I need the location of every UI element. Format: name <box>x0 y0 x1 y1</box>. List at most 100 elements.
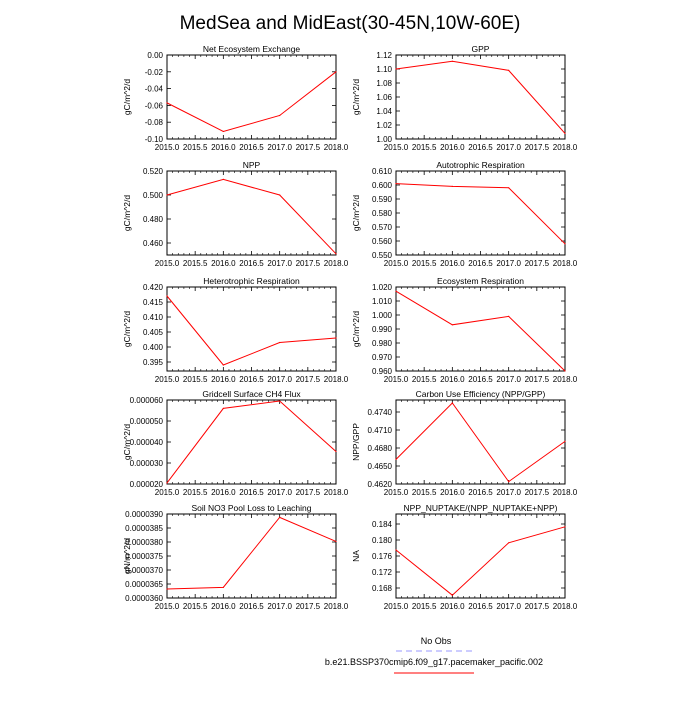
series-line <box>166 178 337 255</box>
x-tick-label: 2015.5 <box>183 143 208 152</box>
y-axis-label: gC/m^2/d <box>122 311 132 347</box>
y-tick-label: 0.000020 <box>130 480 164 489</box>
x-tick-label: 2015.0 <box>155 488 180 497</box>
plot-frame <box>166 170 337 256</box>
y-tick-label: 0.0000365 <box>125 580 163 589</box>
x-tick-label: 2017.0 <box>496 259 521 268</box>
y-tick-label: 1.04 <box>376 107 392 116</box>
x-tick-label: 2017.0 <box>267 259 292 268</box>
data-point <box>166 482 168 484</box>
y-tick-label: -0.02 <box>145 68 164 77</box>
x-tick-label: 2017.0 <box>496 143 521 152</box>
y-tick-label: 0.0000385 <box>125 524 163 533</box>
data-point <box>508 69 510 71</box>
series-line <box>166 71 337 132</box>
y-tick-label: 0.460 <box>143 239 164 248</box>
y-tick-label: 1.08 <box>376 79 392 88</box>
y-tick-label: 0.172 <box>372 568 393 577</box>
x-tick-label: 2016.5 <box>239 488 264 497</box>
plot-frame <box>166 54 337 140</box>
data-point <box>335 540 337 543</box>
plot-frame <box>166 513 337 599</box>
y-tick-label: 0.600 <box>372 181 393 190</box>
y-tick-label: 1.06 <box>376 93 392 102</box>
data-point <box>508 187 510 189</box>
y-tick-label: 0.000060 <box>130 396 164 405</box>
data-point <box>451 324 453 326</box>
x-tick-label: 2018.0 <box>324 259 349 268</box>
x-tick-label: 2016.0 <box>440 143 465 152</box>
x-tick-label: 2017.0 <box>496 375 521 384</box>
data-point <box>508 542 510 544</box>
x-tick-label: 2016.5 <box>468 259 493 268</box>
x-tick-label: 2017.5 <box>296 375 321 384</box>
data-point <box>508 315 510 317</box>
y-tick-label: 0.405 <box>143 328 164 337</box>
y-tick-label: -0.10 <box>145 135 164 144</box>
panel-title: NPP <box>243 160 261 170</box>
plot-frame <box>395 286 566 372</box>
x-tick-label: 2016.0 <box>440 259 465 268</box>
x-tick-label: 2018.0 <box>553 143 578 152</box>
y-tick-label: 0.400 <box>143 343 164 352</box>
x-tick-label: 2015.0 <box>155 602 180 611</box>
x-tick-label: 2015.5 <box>183 259 208 268</box>
data-point <box>564 243 566 245</box>
y-tick-label: 0.590 <box>372 195 393 204</box>
x-tick-label: 2015.0 <box>155 375 180 384</box>
x-tick-label: 2017.0 <box>496 488 521 497</box>
x-tick-label: 2017.5 <box>525 143 550 152</box>
data-point <box>335 253 337 255</box>
x-tick-label: 2016.0 <box>211 602 236 611</box>
data-point <box>222 407 224 409</box>
y-axis-label: gC/m^2/d <box>351 79 361 115</box>
y-tick-label: 0.550 <box>372 251 393 260</box>
x-tick-label: 2015.5 <box>412 375 437 384</box>
x-tick-label: 2016.0 <box>211 375 236 384</box>
y-axis-label: gC/m^2/d <box>122 424 132 460</box>
legend-label-model: b.e21.BSSP370cmip6.f09_g17.pacemaker_pac… <box>325 657 543 667</box>
data-point <box>395 68 397 70</box>
x-tick-label: 2016.0 <box>440 488 465 497</box>
y-tick-label: 0.176 <box>372 552 393 561</box>
y-tick-label: 0.395 <box>143 358 164 367</box>
y-tick-label: 0.184 <box>372 520 393 529</box>
y-axis-label: NA <box>351 550 361 562</box>
y-tick-label: 0.0000380 <box>125 538 163 547</box>
series-line <box>395 290 566 372</box>
data-point <box>395 183 397 185</box>
x-tick-label: 2017.5 <box>525 259 550 268</box>
y-axis-label: gC/m^2/d <box>351 311 361 347</box>
y-tick-label: 1.010 <box>372 297 393 306</box>
series-line <box>166 295 337 366</box>
y-tick-label: 0.520 <box>143 167 164 176</box>
panel-2: GPP 2015.0 2015.5 2016.0 2016.5 2017.0 2017.5 2… <box>351 44 578 152</box>
y-axis-label: NPP/GPP <box>351 423 361 461</box>
x-tick-label: 2016.5 <box>468 375 493 384</box>
series-line <box>395 526 566 596</box>
plot-frame <box>166 286 337 372</box>
data-point <box>564 526 566 528</box>
x-tick-label: 2015.0 <box>384 602 409 611</box>
data-point <box>451 60 453 62</box>
data-point <box>279 194 281 196</box>
plot-frame <box>166 399 337 485</box>
y-tick-label: 0.180 <box>372 536 393 545</box>
x-tick-label: 2015.5 <box>183 602 208 611</box>
legend: No Obs b.e21.BSSP370cmip6.f09_g17.pacema… <box>325 636 543 674</box>
x-tick-label: 2018.0 <box>553 375 578 384</box>
data-point <box>335 450 337 453</box>
y-tick-label: 1.000 <box>372 311 393 320</box>
y-tick-label: 0.410 <box>143 313 164 322</box>
y-tick-label: 1.12 <box>376 51 392 60</box>
panel-9: Soil NO3 Pool Loss to Leaching 2015.0 2015… <box>122 503 349 611</box>
y-axis-label: gN/m^2/d <box>122 538 132 574</box>
legend-label-obs: No Obs <box>421 636 452 646</box>
panel-title: Gridcell Surface CH4 Flux <box>202 389 301 399</box>
y-tick-label: 0.980 <box>372 339 393 348</box>
